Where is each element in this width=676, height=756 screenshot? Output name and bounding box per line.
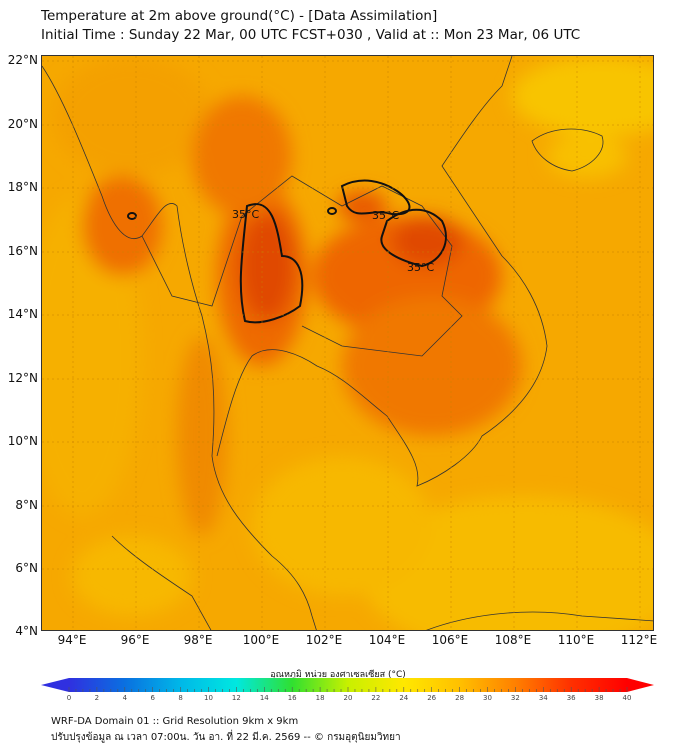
colorbar-max-arrow	[627, 678, 654, 692]
colorbar-tick-label: 20	[343, 694, 353, 702]
colorbar-tick-label: 4	[122, 694, 128, 702]
lat-label: 16°N	[7, 244, 38, 258]
colorbar-tick-label: 40	[622, 694, 632, 702]
lon-label: 112°E	[620, 633, 658, 647]
colorbar-tick-label: 16	[287, 694, 297, 702]
colorbar-tick-label: 0	[66, 694, 72, 702]
lon-label: 100°E	[242, 633, 280, 647]
colorbar-tick-label: 38	[594, 694, 604, 702]
lat-label: 8°N	[15, 498, 38, 512]
lon-label: 108°E	[494, 633, 532, 647]
lon-label: 106°E	[431, 633, 469, 647]
lon-label: 94°E	[57, 633, 87, 647]
colorbar-tick-label: 10	[204, 694, 213, 702]
graticule	[42, 56, 653, 630]
colorbar-tick-label: 32	[510, 694, 520, 702]
temperature-map: 35°C 35°C 35°C	[41, 55, 654, 631]
lat-label: 12°N	[7, 371, 38, 385]
lat-label: 20°N	[7, 117, 38, 131]
coastlines	[42, 56, 653, 630]
colorbar-title: อุณหภูมิ หน่วย องศาเซลเซียส (°C)	[270, 670, 406, 680]
contour-label: 35°C	[407, 261, 434, 274]
footer-model-info: WRF-DA Domain 01 :: Grid Resolution 9km …	[51, 716, 299, 727]
lat-label: 4°N	[15, 624, 38, 638]
lon-label: 104°E	[368, 633, 406, 647]
contour-label: 35°C	[232, 208, 259, 221]
chart-subtitle: Initial Time : Sunday 22 Mar, 00 UTC FCS…	[41, 27, 581, 43]
lat-label: 18°N	[7, 180, 38, 194]
colorbar-tick-label: 26	[427, 694, 437, 702]
lat-label: 14°N	[7, 307, 38, 321]
colorbar-tick-label: 8	[178, 694, 183, 702]
footer-update-info: ปรับปรุงข้อมูล ณ เวลา 07:00น. วัน อา. ที…	[51, 732, 401, 743]
colorbar-tick-label: 18	[315, 694, 325, 702]
lat-label: 22°N	[7, 53, 38, 67]
lon-label: 110°E	[557, 633, 595, 647]
lon-label: 96°E	[120, 633, 150, 647]
colorbar-tick-label: 2	[94, 694, 100, 702]
colorbar-tick-label: 14	[259, 694, 269, 702]
contour-label: 35°C	[372, 209, 399, 222]
colorbar-tick-label: 12	[231, 694, 241, 702]
colorbar-tick-label: 6	[150, 694, 155, 702]
colorbar-tick-label: 22	[371, 694, 381, 702]
lat-label: 10°N	[7, 434, 38, 448]
colorbar-min-arrow	[41, 678, 69, 692]
colorbar-tick-label: 34	[538, 694, 548, 702]
colorbar	[41, 678, 654, 692]
lon-label: 102°E	[305, 633, 343, 647]
contour-35c	[127, 179, 447, 324]
colorbar-tick-label: 24	[399, 694, 409, 702]
temperature-field	[42, 56, 653, 630]
colorbar-tick-label: 36	[566, 694, 576, 702]
chart-title: Temperature at 2m above ground(°C) - [Da…	[41, 8, 438, 24]
colorbar-tick-label: 28	[455, 694, 465, 702]
lat-label: 6°N	[15, 561, 38, 575]
colorbar-tick-label: 30	[483, 694, 492, 702]
lon-label: 98°E	[183, 633, 213, 647]
